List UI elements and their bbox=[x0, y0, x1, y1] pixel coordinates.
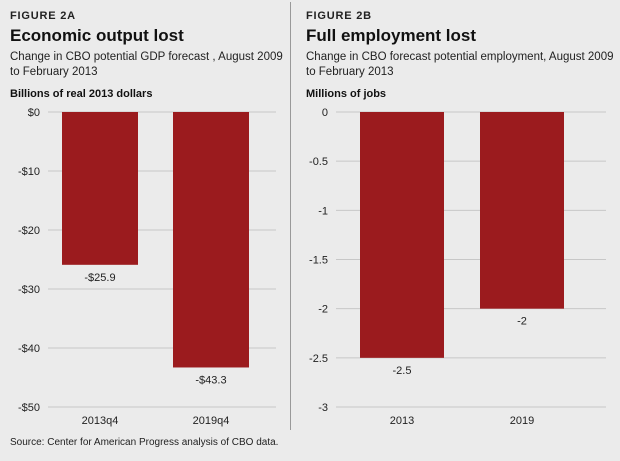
figure-title: Full employment lost bbox=[306, 26, 477, 45]
y-tick-label: -2.5 bbox=[309, 353, 328, 365]
y-tick-label: -3 bbox=[318, 402, 328, 414]
bar-value-label: -2.5 bbox=[393, 365, 412, 377]
y-tick-label: -$20 bbox=[18, 225, 40, 237]
x-category-label: 2013q4 bbox=[82, 415, 119, 427]
panel-divider bbox=[290, 2, 291, 430]
y-tick-label: -$40 bbox=[18, 343, 40, 355]
bar bbox=[173, 112, 249, 368]
y-tick-label: -$30 bbox=[18, 284, 40, 296]
bar-chart-employment: 0 -0.5 -1 -1.5 -2 -2.5 -3 -2.5 2013 -2 2019 bbox=[309, 107, 606, 427]
bar-chart-gdp: $0 -$10 -$20 -$30 -$40 -$50 -$25.9 2013q4 -$43.3… bbox=[18, 107, 276, 427]
figure-subtitle: Change in CBO forecast potential employm… bbox=[306, 51, 614, 78]
bar bbox=[62, 112, 138, 265]
figure-title: Economic output lost bbox=[10, 26, 184, 45]
bar bbox=[360, 112, 444, 358]
figure-subtitle: Change in CBO potential GDP forecast , A… bbox=[10, 51, 283, 78]
y-axis-unit-label: Millions of jobs bbox=[306, 88, 387, 100]
y-tick-label: 0 bbox=[322, 107, 328, 119]
y-tick-label: -0.5 bbox=[309, 156, 328, 168]
x-category-label: 2013 bbox=[390, 415, 414, 427]
bar bbox=[480, 112, 564, 309]
y-tick-label: $0 bbox=[28, 107, 40, 119]
figure-label: FIGURE 2B bbox=[306, 10, 372, 22]
bar-value-label: -$25.9 bbox=[84, 272, 115, 284]
y-tick-label: -1.5 bbox=[309, 255, 328, 267]
x-category-label: 2019q4 bbox=[193, 415, 230, 427]
y-tick-label: -1 bbox=[318, 205, 328, 217]
bar-value-label: -$43.3 bbox=[195, 374, 226, 386]
y-tick-label: -$10 bbox=[18, 166, 40, 178]
figure-label: FIGURE 2A bbox=[10, 10, 76, 22]
y-tick-label: -$50 bbox=[18, 402, 40, 414]
source-note: Source: Center for American Progress ana… bbox=[10, 437, 279, 448]
x-category-label: 2019 bbox=[510, 415, 534, 427]
y-tick-label: -2 bbox=[318, 304, 328, 316]
bar-value-label: -2 bbox=[517, 316, 527, 328]
y-axis-unit-label: Billions of real 2013 dollars bbox=[10, 88, 153, 100]
